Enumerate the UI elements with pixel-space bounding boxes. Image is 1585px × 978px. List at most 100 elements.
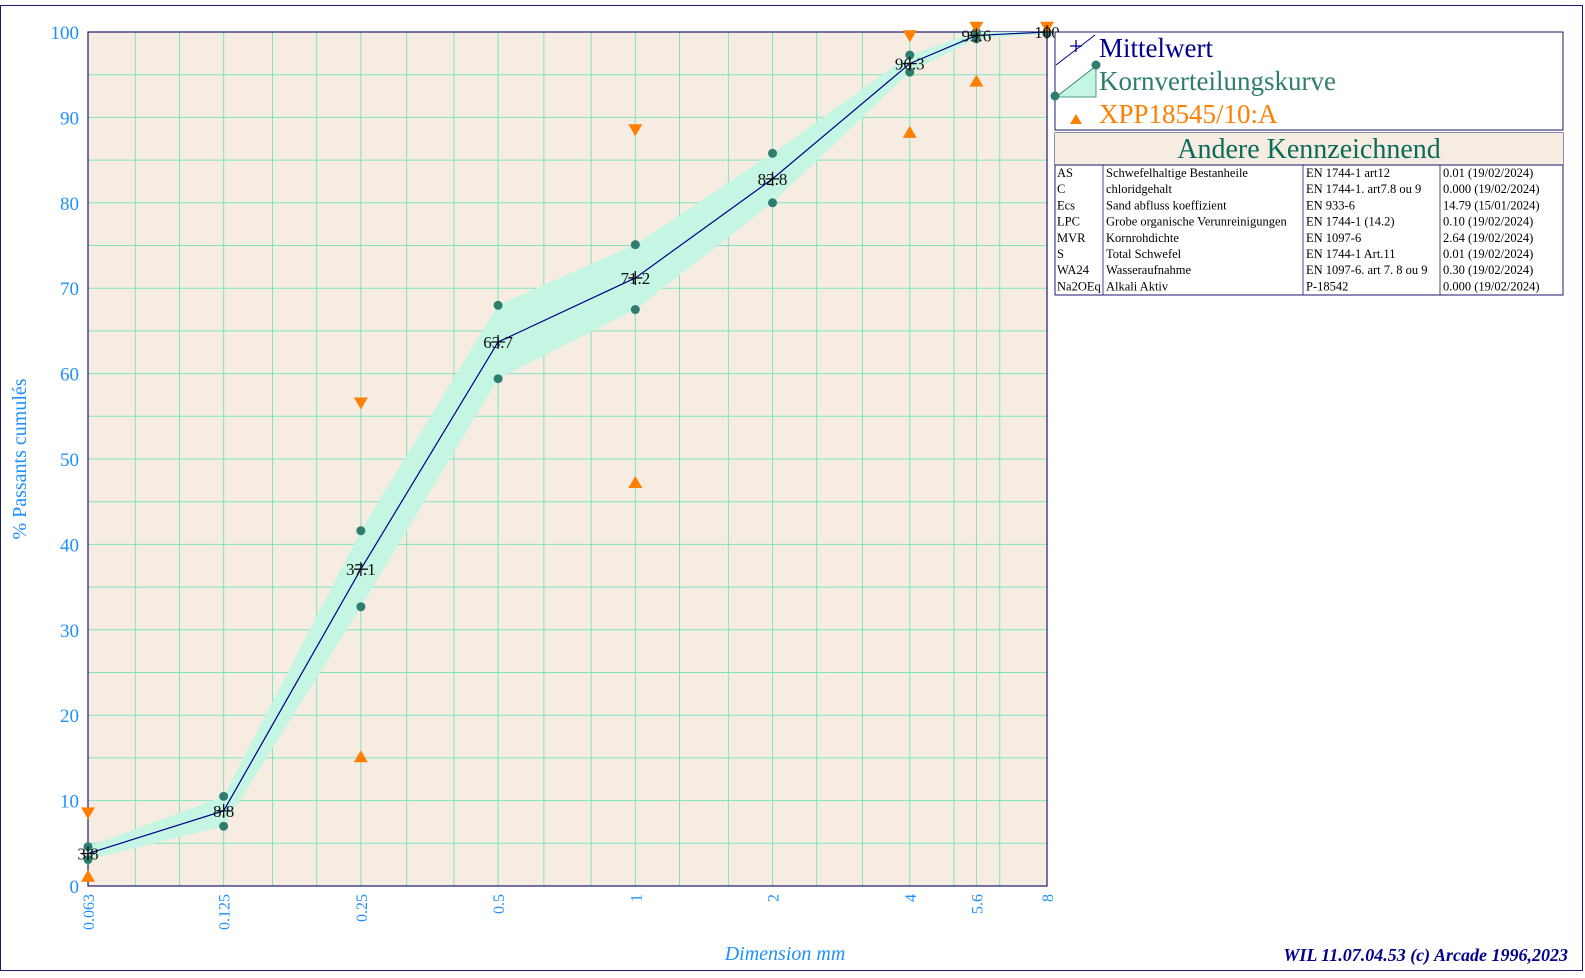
table-cell-value: 14.79 (15/01/2024) — [1443, 198, 1540, 212]
x-tick-label: 1 — [628, 894, 645, 902]
band-lower-point — [356, 602, 366, 612]
x-tick-label: 5.6 — [969, 894, 986, 914]
table-cell-code: Na2OEq — [1057, 279, 1101, 293]
spec-upper-point — [353, 397, 368, 410]
table-cell-code: C — [1057, 182, 1065, 196]
x-tick-label: 8 — [1040, 894, 1057, 902]
band-lower-point — [493, 374, 503, 384]
band-lower-point — [630, 305, 640, 315]
spec-lower-point — [902, 125, 917, 138]
mean-data-label: 96.3 — [895, 55, 925, 74]
spec-upper-point — [902, 30, 917, 43]
y-tick-label: 60 — [60, 365, 79, 386]
mean-point — [1040, 25, 1054, 39]
table-row: Na2OEq Alkali Aktiv P-18542 0.000 (19/02/20… — [1057, 279, 1540, 293]
y-tick-label: 30 — [60, 621, 79, 642]
legend-label-mean: Mittelwert — [1099, 33, 1213, 63]
table-cell-value: 0.000 (19/02/2024) — [1443, 182, 1540, 196]
mean-data-label: 3.8 — [77, 845, 98, 864]
mean-data-label: 71.2 — [620, 269, 650, 288]
table-cell-norm: EN 1097-6 — [1306, 231, 1361, 245]
y-axis-title: % Passants cumulés — [9, 378, 31, 539]
plus-marker-icon — [1070, 40, 1082, 52]
table-cell-code: S — [1057, 247, 1064, 261]
table-cell-name: Schwefelhaltige Bestanheile — [1106, 166, 1248, 180]
table-cell-name: chloridgehalt — [1106, 182, 1172, 196]
spec-upper-point — [969, 21, 984, 34]
table-header-bg — [1055, 133, 1563, 165]
legend-box — [1054, 31, 1564, 131]
table-row: LPC Grobe organische Verunreinigungen EN 1… — [1057, 215, 1533, 229]
legend-item-band: Kornverteilungskurve — [1050, 60, 1336, 101]
table-cell-code: Ecs — [1057, 198, 1075, 212]
mean-point — [491, 335, 506, 350]
mean-data-label: 82.8 — [758, 170, 788, 189]
mean-point — [765, 171, 780, 186]
band-upper-point — [219, 791, 229, 801]
mean-data-label: 8.8 — [213, 802, 234, 821]
legend-label-band: Kornverteilungskurve — [1099, 66, 1336, 96]
table-cell-norm: EN 1744-1 Art.11 — [1306, 247, 1395, 261]
table-title: Andere Kennzeichnend — [1177, 134, 1441, 165]
band-lower-point — [768, 198, 778, 208]
grid — [87, 31, 1048, 887]
mean-data-label: 99.6 — [962, 26, 992, 45]
table-cell-value: 0.01 (19/02/2024) — [1443, 247, 1533, 261]
table-cell-value: 0.01 (19/02/2024) — [1443, 166, 1533, 180]
table-cell-name: Kornrohdichte — [1106, 231, 1179, 245]
legend-item-mean: Mittelwert — [1055, 33, 1213, 66]
spec-lower-point — [628, 476, 643, 489]
mean-data-label: 100 — [1034, 23, 1060, 42]
mean-point — [902, 56, 917, 71]
spec-lower-point — [353, 750, 368, 763]
band-upper-point — [905, 50, 915, 60]
mean-data-label: 63.7 — [483, 333, 513, 352]
y-tick-label: 50 — [60, 450, 79, 471]
x-tick-label: 0.063 — [81, 894, 98, 930]
table-rows: AS Schwefelhaltige Bestanheile EN 1744-1 a… — [1057, 166, 1540, 293]
table-cell-norm: EN 1744-1. art7.8 ou 9 — [1306, 182, 1421, 196]
table-cell-name: Alkali Aktiv — [1106, 279, 1169, 293]
mean-point — [353, 562, 368, 577]
x-tick-label: 0.5 — [491, 894, 508, 914]
mean-point — [81, 846, 95, 861]
triangle-marker-icon — [1070, 114, 1082, 124]
table-row: WA24 Wasseraufnahme EN 1097-6. art 7. 8 ou… — [1057, 263, 1533, 277]
table-cell-value: 0.10 (19/02/2024) — [1443, 215, 1533, 229]
chart-frame — [0, 5, 1583, 971]
table-row: MVR Kornrohdichte EN 1097-6 2.64 (19/02/202… — [1057, 231, 1533, 245]
x-tick-label: 0.125 — [217, 894, 234, 930]
table-row: AS Schwefelhaltige Bestanheile EN 1744-1 a… — [1057, 166, 1533, 180]
table-cell-norm: EN 1097-6. art 7. 8 ou 9 — [1306, 263, 1428, 277]
band-lower-point — [219, 821, 229, 831]
band-upper-point — [630, 240, 640, 250]
table-cell-value: 2.64 (19/02/2024) — [1443, 231, 1533, 245]
legend-label-spec: XPP18545/10:A — [1099, 99, 1278, 129]
band-lower-point — [905, 67, 915, 77]
plot-border — [87, 31, 1048, 887]
table-cell-code: WA24 — [1057, 263, 1090, 277]
table-cell-value: 0.30 (19/02/2024) — [1443, 263, 1533, 277]
table-cell-norm: EN 1744-1 (14.2) — [1306, 215, 1395, 229]
y-tick-label: 90 — [60, 108, 79, 129]
y-tick-label: 70 — [60, 279, 79, 300]
series-layer: 3.8 8.8 37.1 63.7 71.2 82.8 96.3 99.6 100 — [77, 21, 1060, 882]
y-tick-label: 0 — [70, 877, 80, 898]
table-cell-code: AS — [1057, 166, 1073, 180]
spec-upper-point — [81, 807, 95, 820]
band-upper-point — [768, 148, 778, 158]
y-tick-label: 100 — [51, 23, 80, 44]
mean-point — [216, 803, 231, 818]
spec-lower-point — [81, 869, 95, 882]
software-footer: WIL 11.07.04.53 (c) Arcade 1996,2023 — [1283, 945, 1568, 966]
table-cell-name: Total Schwefel — [1106, 247, 1182, 261]
table-cell-norm: P-18542 — [1306, 279, 1348, 293]
legend-item-spec: XPP18545/10:A — [1070, 99, 1278, 129]
x-tick-label: 0.25 — [354, 894, 371, 922]
table-cell-name: Sand abfluss koeffizient — [1106, 198, 1227, 212]
dot-marker-icon — [1050, 91, 1060, 101]
table-cell-name: Grobe organische Verunreinigungen — [1106, 215, 1287, 229]
mean-data-label: 37.1 — [346, 560, 376, 579]
mean-point — [969, 28, 984, 43]
